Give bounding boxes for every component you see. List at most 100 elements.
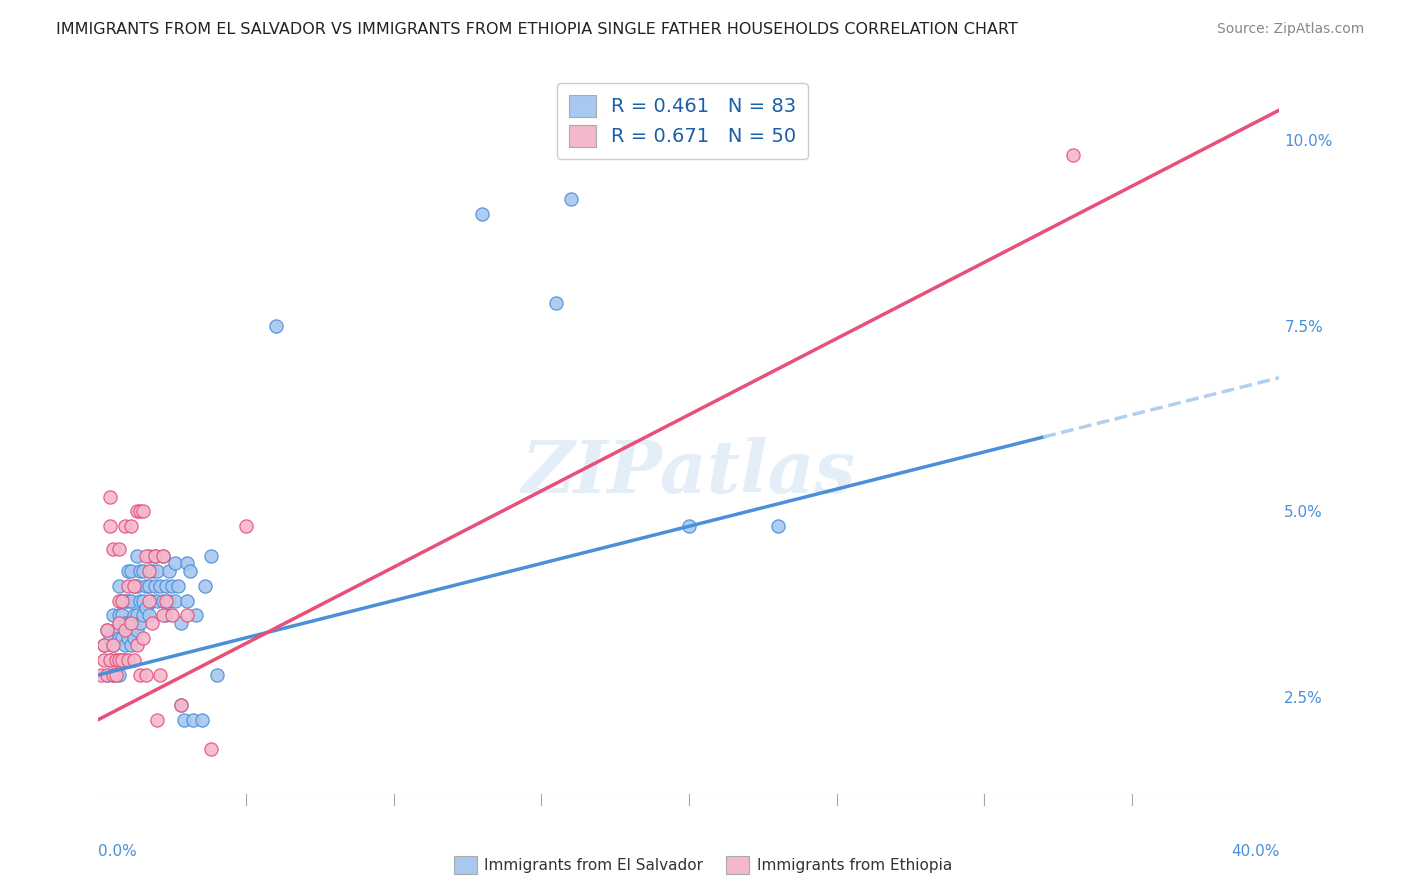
Point — [471, 207, 494, 221]
Point — [766, 519, 789, 533]
Point — [162, 608, 183, 623]
Point — [96, 668, 118, 682]
Point — [117, 653, 139, 667]
Point — [114, 615, 136, 630]
Point — [105, 653, 128, 667]
Point — [146, 713, 169, 727]
Point — [108, 579, 131, 593]
Point — [98, 519, 121, 533]
Point — [120, 615, 142, 630]
Point — [108, 631, 131, 645]
Point — [138, 564, 160, 578]
Point — [108, 615, 131, 630]
Legend: Immigrants from El Salvador, Immigrants from Ethiopia: Immigrants from El Salvador, Immigrants … — [447, 850, 959, 880]
Point — [125, 608, 148, 623]
Point — [170, 698, 193, 712]
Point — [96, 624, 118, 638]
Point — [93, 638, 115, 652]
Point — [200, 549, 222, 563]
Point — [103, 638, 125, 652]
Point — [152, 549, 174, 563]
Point — [90, 668, 112, 682]
Point — [184, 608, 207, 623]
Point — [141, 593, 163, 607]
Point — [155, 579, 177, 593]
Point — [138, 608, 160, 623]
Point — [98, 653, 121, 667]
Point — [176, 557, 198, 571]
Point — [181, 713, 204, 727]
Point — [205, 668, 228, 682]
Point — [141, 615, 163, 630]
Point — [114, 653, 136, 667]
Point — [138, 549, 160, 563]
Point — [108, 593, 131, 607]
Point — [96, 624, 118, 638]
Point — [114, 624, 136, 638]
Point — [176, 608, 198, 623]
Point — [114, 638, 136, 652]
Point — [103, 668, 125, 682]
Point — [111, 631, 134, 645]
Point — [235, 519, 257, 533]
Point — [96, 668, 118, 682]
Point — [120, 519, 142, 533]
Point — [125, 549, 148, 563]
Text: 0.0%: 0.0% — [98, 844, 138, 859]
Point — [1062, 147, 1084, 161]
Point — [132, 593, 155, 607]
Point — [143, 549, 166, 563]
Text: ZIPatlas: ZIPatlas — [522, 437, 856, 508]
Point — [149, 668, 172, 682]
Point — [105, 653, 128, 667]
Point — [122, 631, 145, 645]
Point — [135, 549, 157, 563]
Point — [125, 624, 148, 638]
Point — [108, 541, 131, 556]
Point — [122, 653, 145, 667]
Point — [117, 579, 139, 593]
Point — [132, 608, 155, 623]
Point — [165, 593, 187, 607]
Point — [125, 579, 148, 593]
Point — [108, 668, 131, 682]
Text: 40.0%: 40.0% — [1232, 844, 1279, 859]
Point — [117, 615, 139, 630]
Point — [103, 608, 125, 623]
Text: IMMIGRANTS FROM EL SALVADOR VS IMMIGRANTS FROM ETHIOPIA SINGLE FATHER HOUSEHOLDS: IMMIGRANTS FROM EL SALVADOR VS IMMIGRANT… — [56, 22, 1018, 37]
Point — [120, 638, 142, 652]
Point — [111, 653, 134, 667]
Point — [155, 593, 177, 607]
Point — [117, 593, 139, 607]
Point — [128, 564, 150, 578]
Point — [560, 192, 582, 206]
Legend: R = 0.461   N = 83, R = 0.671   N = 50: R = 0.461 N = 83, R = 0.671 N = 50 — [557, 83, 808, 159]
Point — [135, 668, 157, 682]
Point — [125, 638, 148, 652]
Point — [264, 318, 287, 333]
Point — [128, 615, 150, 630]
Point — [128, 668, 150, 682]
Point — [120, 564, 142, 578]
Point — [98, 631, 121, 645]
Point — [125, 504, 148, 518]
Point — [173, 713, 195, 727]
Point — [546, 296, 568, 310]
Point — [135, 579, 157, 593]
Point — [128, 504, 150, 518]
Point — [143, 579, 166, 593]
Point — [111, 653, 134, 667]
Point — [105, 624, 128, 638]
Point — [141, 564, 163, 578]
Point — [122, 608, 145, 623]
Point — [132, 564, 155, 578]
Point — [108, 653, 131, 667]
Point — [98, 653, 121, 667]
Point — [678, 519, 700, 533]
Point — [103, 668, 125, 682]
Point — [146, 564, 169, 578]
Point — [117, 564, 139, 578]
Point — [120, 615, 142, 630]
Point — [170, 615, 193, 630]
Point — [93, 653, 115, 667]
